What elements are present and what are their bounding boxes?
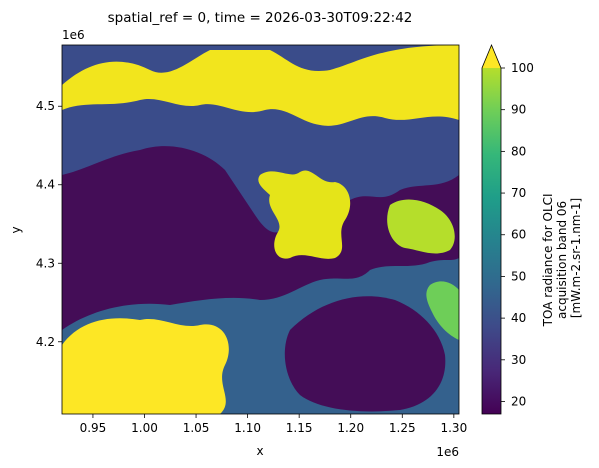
colorbar-tick-label: 40: [511, 311, 526, 325]
x-axis-ticks: 0.95 1.00 1.05 1.10 1.15 1.20 1.25 1.30: [80, 414, 467, 435]
cloud-cluster-center: [258, 170, 351, 259]
chart-title: spatial_ref = 0, time = 2026-03-30T09:22…: [108, 10, 413, 26]
x-tick-label: 1.05: [183, 421, 210, 435]
x-tick-label: 0.95: [80, 421, 107, 435]
x-tick-label: 1.10: [234, 421, 261, 435]
y-tick-label: 4.4: [36, 178, 55, 192]
cloud-patch-southeast: [426, 281, 459, 340]
x-tick-label: 1.15: [286, 421, 313, 435]
colorbar-tick-label: 30: [511, 353, 526, 367]
colorbar-gradient: [482, 68, 501, 414]
plot-frame: [61, 44, 460, 415]
colorbar-tick-label: 80: [511, 144, 526, 158]
colorbar-outline: [481, 43, 502, 415]
colorbar-tick-label: 90: [511, 103, 526, 117]
cloud-patch-east: [387, 199, 455, 254]
y-axis-ticks: 4.2 4.3 4.4 4.5: [36, 99, 62, 349]
y-axis-label: y: [9, 226, 23, 233]
y-offset-label: 1e6: [62, 28, 85, 42]
y-tick-label: 4.3: [36, 256, 55, 270]
colorbar-tick-label: 50: [511, 269, 526, 283]
x-tick-label: 1.00: [131, 421, 158, 435]
colorbar-label: TOA radiance for OLCI acquisition band 0…: [541, 190, 583, 328]
colorbar-label-line-1: TOA radiance for OLCI: [541, 193, 555, 327]
x-tick-label: 1.25: [389, 421, 416, 435]
y-tick-label: 4.2: [36, 335, 55, 349]
y-tick-label: 4.5: [36, 99, 55, 113]
x-offset-label: 1e6: [436, 445, 459, 459]
colorbar-tick-label: 100: [511, 61, 534, 75]
colorbar-label-line-2: acquisition band 06: [555, 201, 569, 319]
colorbar-tick-label: 70: [511, 186, 526, 200]
x-tick-label: 1.20: [337, 421, 364, 435]
heatmap-image: [62, 45, 459, 414]
colorbar-tick-label: 20: [511, 394, 526, 408]
cloud-band-north: [62, 45, 459, 126]
inner-sea-south: [284, 296, 446, 412]
x-tick-label: 1.30: [440, 421, 467, 435]
cloud-band-south: [62, 318, 229, 414]
colorbar-tick-label: 60: [511, 228, 526, 242]
x-axis-label: x: [256, 444, 263, 458]
colorbar: [481, 43, 502, 415]
colorbar-extend-triangle: [482, 45, 501, 68]
colorbar-ticks: 20 30 40 50 60 70 80 90 100: [501, 61, 534, 408]
colorbar-label-line-3: [mW.m-2.sr-1.nm-1]: [569, 198, 583, 318]
